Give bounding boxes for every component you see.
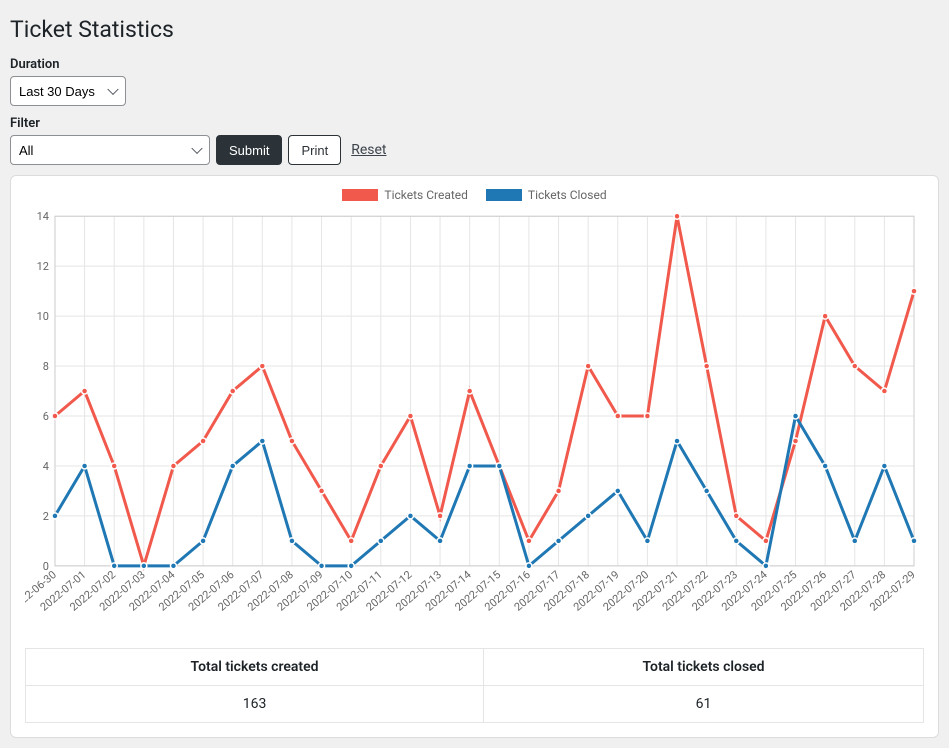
filter-label: Filter [10, 116, 939, 131]
reset-link[interactable]: Reset [351, 142, 386, 158]
duration-select[interactable]: Last 30 Days [10, 76, 126, 106]
svg-text:10: 10 [37, 310, 49, 323]
print-button[interactable]: Print [288, 135, 341, 165]
summary-value: 163 [26, 686, 484, 723]
filter-select[interactable]: All [10, 135, 210, 165]
legend-item[interactable]: Tickets Created [342, 188, 468, 202]
duration-label: Duration [10, 57, 939, 72]
summary-table: Total tickets createdTotal tickets close… [25, 648, 924, 723]
svg-text:12: 12 [37, 260, 49, 273]
svg-text:4: 4 [43, 460, 49, 473]
page-title: Ticket Statistics [10, 16, 939, 43]
summary-column-header: Total tickets created [26, 649, 484, 686]
line-chart: 024681012142022-06-302022-07-012022-07-0… [25, 206, 924, 636]
legend-item[interactable]: Tickets Closed [486, 188, 607, 202]
legend-swatch [342, 189, 378, 201]
chart-legend: Tickets Created Tickets Closed [25, 188, 924, 202]
summary-value: 61 [484, 686, 924, 723]
submit-button[interactable]: Submit [216, 135, 282, 165]
svg-text:14: 14 [37, 210, 49, 223]
chart-card: Tickets CreatedTickets Closed 0246810121… [10, 175, 939, 738]
duration-field: Duration Last 30 Days [10, 57, 939, 106]
legend-swatch [486, 189, 522, 201]
svg-text:6: 6 [43, 410, 49, 423]
legend-label: Tickets Created [384, 188, 468, 202]
summary-column-header: Total tickets closed [484, 649, 924, 686]
svg-text:8: 8 [43, 360, 49, 373]
svg-text:2: 2 [43, 510, 49, 523]
filter-row: Filter All Submit Print Reset [10, 116, 939, 165]
legend-label: Tickets Closed [528, 188, 607, 202]
